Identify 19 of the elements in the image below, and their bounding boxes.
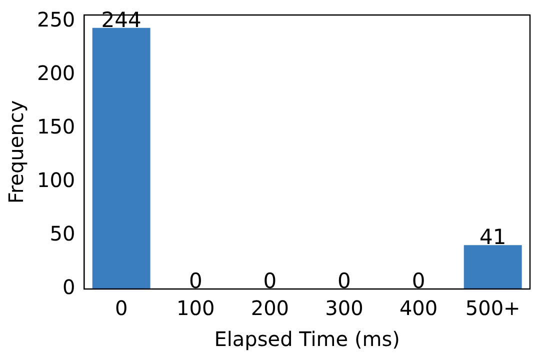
- y-tick-label: 150: [36, 114, 76, 139]
- y-tick-label: 50: [50, 222, 76, 246]
- x-tick-label: 300: [325, 296, 364, 320]
- data-label: 0: [412, 268, 426, 293]
- y-tick-label: 100: [36, 168, 76, 192]
- data-label: 41: [479, 225, 506, 250]
- y-tick-label: 0: [62, 275, 76, 300]
- data-label: 0: [263, 268, 277, 293]
- y-tick-label: 250: [36, 8, 76, 32]
- x-tick-label: 0: [114, 296, 128, 320]
- x-tick-label: 100: [176, 296, 215, 320]
- y-axis-title: Frequency: [4, 100, 28, 204]
- y-tick-label: 200: [36, 61, 76, 86]
- x-tick-label: 400: [399, 296, 438, 320]
- x-tick-label: 500+: [465, 296, 520, 320]
- data-label: 0: [188, 268, 202, 293]
- x-axis-title: Elapsed Time (ms): [214, 327, 400, 352]
- data-label: 0: [338, 268, 351, 293]
- x-tick-label: 200: [250, 296, 290, 320]
